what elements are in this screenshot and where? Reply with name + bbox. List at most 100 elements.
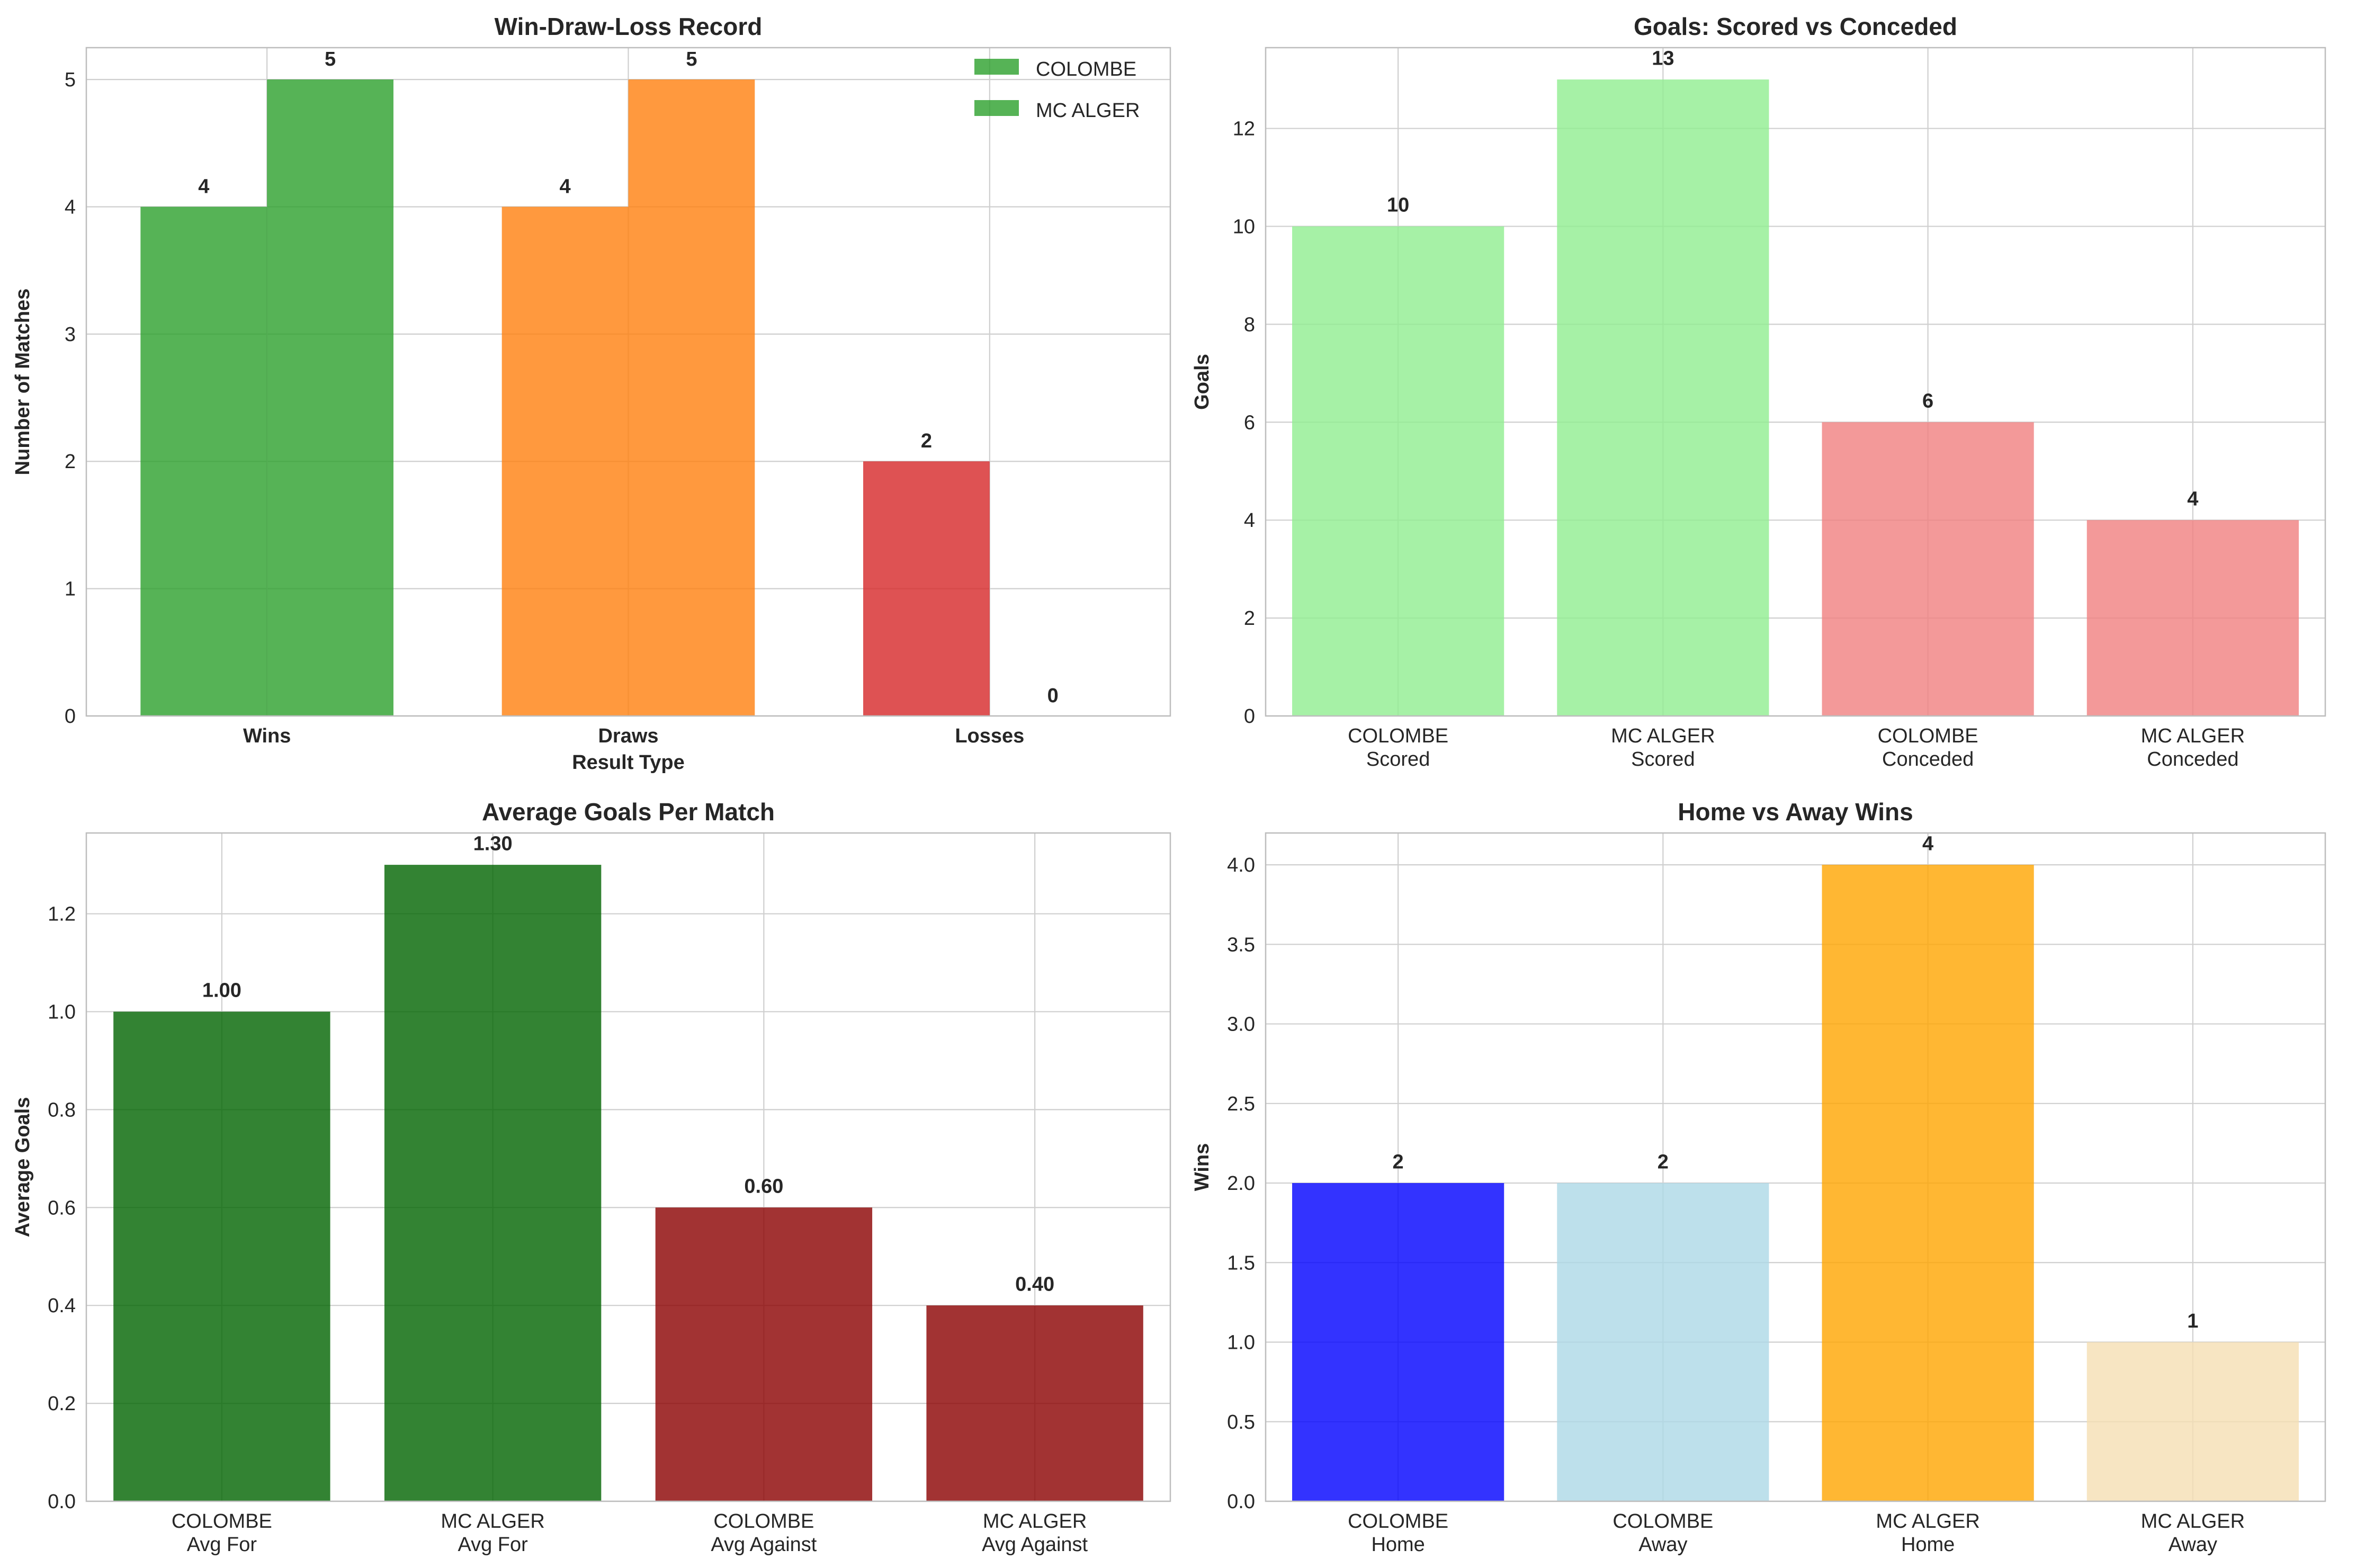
- bar: [628, 79, 755, 716]
- x-tick-label: Avg For: [458, 1534, 528, 1556]
- bar: [501, 207, 629, 716]
- value-label: 0: [1047, 685, 1059, 707]
- y-tick-label: 4: [65, 196, 76, 218]
- y-tick-label: 4: [1244, 509, 1255, 532]
- value-label: 5: [325, 48, 336, 70]
- bar: [2086, 1342, 2299, 1501]
- x-tick-label: Avg Against: [982, 1534, 1088, 1556]
- value-label: 4: [560, 175, 571, 198]
- plot-frame: [1265, 832, 2326, 1502]
- x-tick-label: MC ALGER: [983, 1510, 1087, 1533]
- y-tick-label: 3.5: [1227, 934, 1255, 956]
- x-tick-label: Draws: [598, 725, 658, 747]
- y-tick-label: 2.5: [1227, 1093, 1255, 1115]
- x-tick-label: Away: [1638, 1534, 1687, 1556]
- y-tick-label: 2.0: [1227, 1172, 1255, 1195]
- x-tick-label: COLOMBE: [1878, 725, 1978, 747]
- x-tick-label: COLOMBE: [1612, 1510, 1713, 1533]
- plot-frame: [85, 47, 1171, 717]
- x-axis-label: Result Type: [572, 751, 685, 774]
- y-tick-label: 1.5: [1227, 1252, 1255, 1274]
- x-tick-label: Avg For: [187, 1534, 257, 1556]
- chart-avg: 0.0 0.2 0.4 0.6 0.8 1.0 1.2 1.00 1.30 0.60 0.40 COL…: [12, 798, 1171, 1556]
- y-tick-label: 0.4: [48, 1295, 76, 1317]
- y-tick-label: 10: [1233, 216, 1255, 238]
- y-tick-label: 0: [65, 705, 76, 728]
- value-label: 1: [2187, 1310, 2198, 1332]
- bar: [926, 1305, 1143, 1501]
- plot-frame: [85, 832, 1171, 1502]
- value-label: 10: [1387, 194, 1409, 217]
- chart-title: Home vs Away Wins: [1678, 798, 1913, 826]
- value-label: 0.60: [744, 1176, 783, 1198]
- y-axis-label: Number of Matches: [12, 289, 34, 476]
- x-tick-label: MC ALGER: [2141, 725, 2245, 747]
- value-label: 4: [2187, 488, 2198, 510]
- y-tick-label: 8: [1244, 313, 1255, 336]
- y-tick-label: 0.0: [1227, 1491, 1255, 1513]
- value-label: 4: [198, 175, 209, 198]
- x-tick-label: Conceded: [2147, 748, 2238, 770]
- y-tick-label: 0.5: [1227, 1411, 1255, 1433]
- value-label: 6: [1922, 390, 1933, 413]
- bar: [1822, 865, 2034, 1501]
- y-tick-label: 2: [65, 451, 76, 473]
- legend-entry: MC ALGER: [1036, 100, 1140, 122]
- bar: [1292, 226, 1504, 716]
- x-tick-label: MC ALGER: [1876, 1510, 1979, 1533]
- y-tick-label: 4.0: [1227, 854, 1255, 876]
- bar: [1557, 79, 1769, 716]
- x-tick-label: Away: [2169, 1534, 2217, 1556]
- value-label: 1.00: [202, 980, 241, 1002]
- value-label: 2: [921, 430, 932, 452]
- x-tick-label: COLOMBE: [1348, 725, 1448, 747]
- bar: [267, 79, 393, 716]
- bar: [1557, 1183, 1769, 1501]
- value-label: 5: [686, 48, 697, 70]
- x-tick-label: COLOMBE: [1348, 1510, 1448, 1533]
- y-axis-label: Goals: [1191, 354, 1213, 410]
- y-tick-label: 0.2: [48, 1393, 76, 1415]
- bar: [2086, 520, 2299, 716]
- chart-title: Average Goals Per Match: [482, 798, 775, 826]
- x-tick-label: MC ALGER: [1611, 725, 1715, 747]
- chart-title: Win-Draw-Loss Record: [495, 13, 763, 40]
- y-tick-label: 0: [1244, 705, 1255, 728]
- y-tick-label: 3: [65, 324, 76, 346]
- x-tick-label: Avg Against: [711, 1534, 817, 1556]
- chart-homeaway: 0.00.51.01.52.02.53.03.54.02 241COLOMBEHo…: [1191, 798, 2326, 1556]
- legend-swatch: [974, 59, 1019, 75]
- y-tick-label: 5: [65, 69, 76, 91]
- y-tick-label: 6: [1244, 411, 1255, 434]
- bar: [655, 1207, 873, 1501]
- bar: [1822, 422, 2034, 716]
- value-label: 4: [1922, 832, 1933, 855]
- x-tick-label: MC ALGER: [441, 1510, 544, 1533]
- y-axis-label: Wins: [1191, 1143, 1213, 1191]
- y-tick-label: 0.8: [48, 1099, 76, 1121]
- bar: [384, 865, 602, 1501]
- value-label: 0.40: [1015, 1273, 1054, 1295]
- y-tick-label: 1.2: [48, 903, 76, 926]
- y-tick-label: 0.0: [48, 1491, 76, 1513]
- chart-wdl: 0 1 2 3 4 5 4 4 2 5 5 0 Wins Draws Losses Win-Draw-Loss…: [12, 13, 1171, 774]
- x-tick-label: Losses: [955, 725, 1024, 747]
- x-tick-label: Home: [1371, 1534, 1425, 1556]
- x-tick-label: Scored: [1366, 748, 1430, 770]
- legend: COLOMBE MC ALGER: [974, 58, 1140, 122]
- y-tick-label: 1.0: [1227, 1332, 1255, 1354]
- x-tick-label: Conceded: [1882, 748, 1974, 770]
- x-tick-label: MC ALGER: [2141, 1510, 2245, 1533]
- y-tick-label: 12: [1233, 118, 1255, 140]
- x-tick-label: Scored: [1631, 748, 1695, 770]
- bar: [113, 1011, 330, 1501]
- legend-swatch: [974, 100, 1019, 116]
- legend-entry: COLOMBE: [1036, 58, 1136, 80]
- x-tick-label: Wins: [243, 725, 291, 747]
- value-label: 2: [1393, 1151, 1404, 1173]
- y-tick-label: 1.0: [48, 1001, 76, 1023]
- y-axis-label: Average Goals: [12, 1097, 34, 1238]
- bar: [140, 207, 267, 716]
